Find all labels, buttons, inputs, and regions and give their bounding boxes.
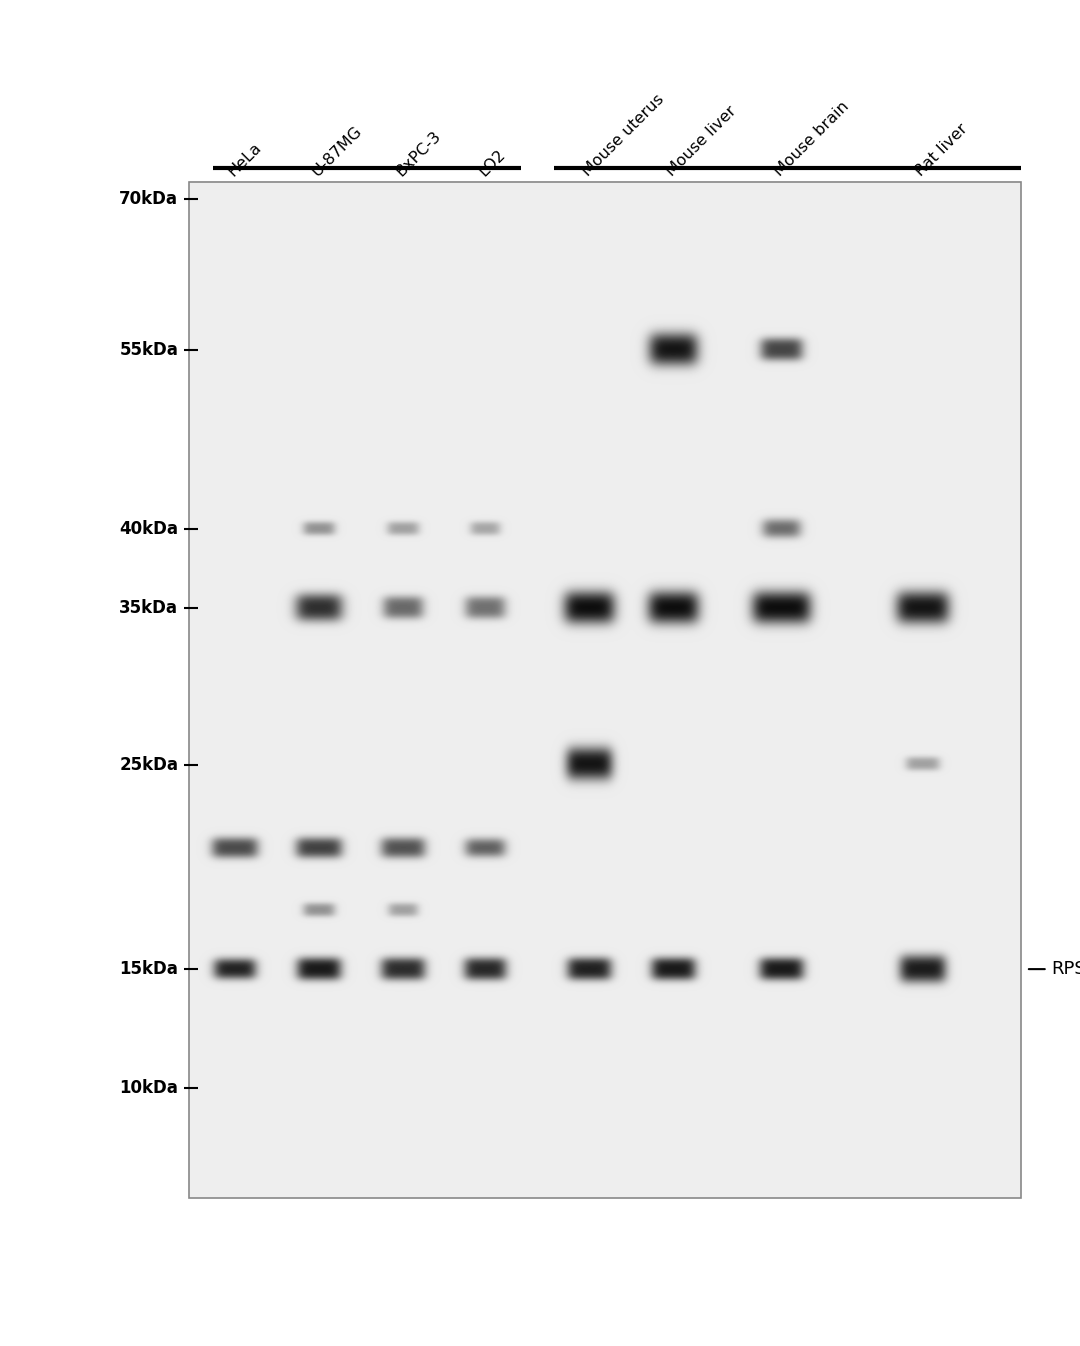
- Text: 70kDa: 70kDa: [119, 190, 178, 209]
- Text: Mouse liver: Mouse liver: [663, 104, 739, 179]
- Text: 25kDa: 25kDa: [119, 755, 178, 774]
- Text: HeLa: HeLa: [225, 140, 265, 179]
- Text: 15kDa: 15kDa: [119, 960, 178, 979]
- Text: 10kDa: 10kDa: [119, 1078, 178, 1097]
- Text: U-87MG: U-87MG: [309, 122, 365, 179]
- Text: 40kDa: 40kDa: [119, 520, 178, 538]
- Text: 35kDa: 35kDa: [119, 599, 178, 618]
- Text: Mouse uterus: Mouse uterus: [579, 92, 666, 179]
- Text: Rat liver: Rat liver: [913, 121, 971, 179]
- Text: BxPC-3: BxPC-3: [393, 128, 444, 179]
- Text: 55kDa: 55kDa: [119, 341, 178, 359]
- Text: LO2: LO2: [475, 147, 508, 179]
- Text: RPS13: RPS13: [1051, 960, 1080, 979]
- Bar: [189, 182, 1021, 1198]
- Text: Mouse brain: Mouse brain: [771, 98, 852, 179]
